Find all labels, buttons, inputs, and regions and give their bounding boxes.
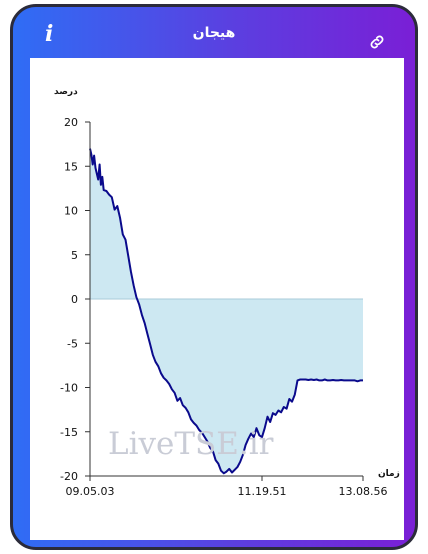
link-icon[interactable]	[368, 33, 386, 51]
x-tick-label: 13.08.56	[339, 485, 388, 498]
info-icon[interactable]: i	[45, 21, 54, 47]
y-tick-label: 20	[64, 116, 78, 129]
y-tick-label: 0	[71, 293, 78, 306]
series-line	[89, 148, 363, 475]
emotion-chart: 13.08.56 11.19.51 09.05.03 -20 -15 -10 -5 0 5 10 1…	[54, 87, 400, 498]
y-tick-label: 15	[64, 160, 78, 173]
y-tick-label: 10	[64, 205, 78, 218]
y-tick-label: -10	[60, 382, 78, 395]
x-axis-label: زمان	[378, 469, 400, 479]
chart-panel: 13.08.56 11.19.51 09.05.03 -20 -15 -10 -5 0 5 10 1…	[30, 58, 404, 540]
y-tick-label: -20	[60, 470, 78, 483]
series-area	[90, 148, 363, 474]
watermark: LiveTSE.ir	[108, 426, 274, 462]
page-title: هیجان	[192, 25, 236, 41]
card-header: i هیجان	[13, 7, 415, 57]
y-tick-label: 5	[71, 249, 78, 262]
x-tick-label: 11.19.51	[237, 485, 286, 498]
y-tick-label: -5	[67, 337, 78, 350]
y-tick-label: -15	[60, 426, 78, 439]
emotion-card: i هیجان 13.08.56 11.19.51 09.05.03 -20 -15 -1…	[10, 4, 418, 550]
y-axis-label: درصد	[54, 87, 78, 97]
x-tick-label: 09.05.03	[66, 485, 115, 498]
